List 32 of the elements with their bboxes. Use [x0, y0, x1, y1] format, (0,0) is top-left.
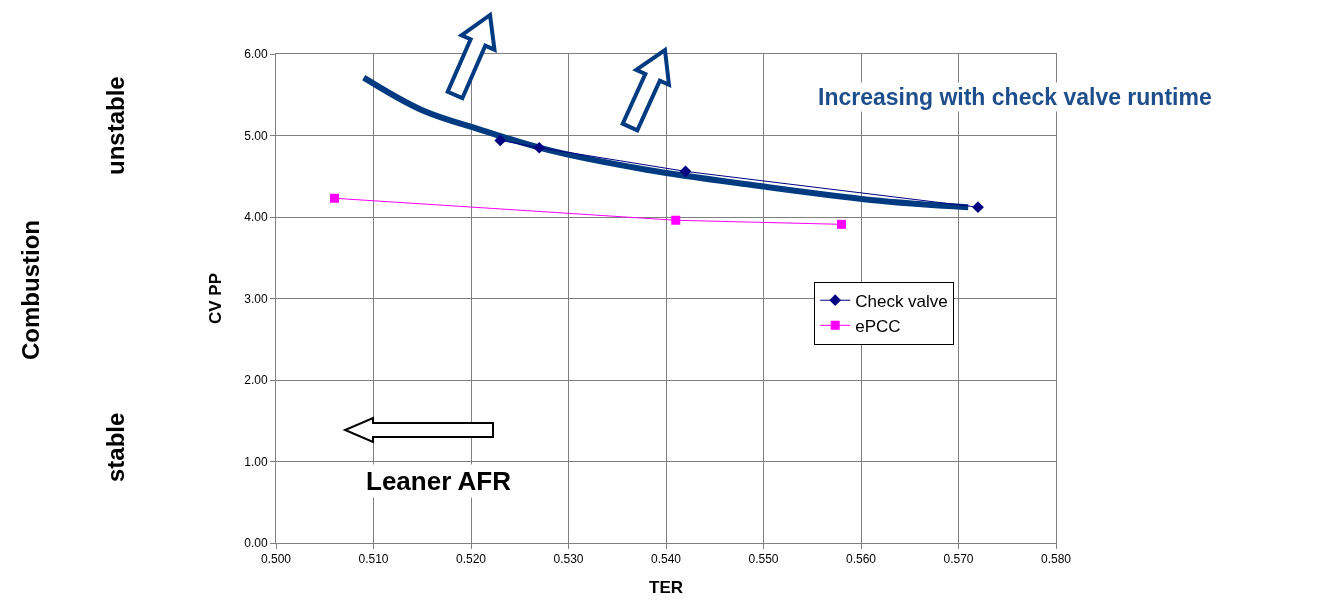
annotation: Leaner AFR [366, 466, 512, 496]
text: unstable [102, 76, 129, 175]
x-axis-title: TER [649, 577, 683, 597]
text: Combustion [17, 220, 44, 360]
x-tick-label: 0.560 [845, 552, 877, 567]
y-tick-label: 0.00 [244, 536, 268, 551]
point [972, 201, 984, 214]
x-tick-label: 0.520 [455, 552, 487, 567]
point [494, 134, 507, 147]
x-tick-label: 0.550 [748, 552, 779, 567]
point [679, 165, 692, 178]
y-tick-label: 1.00 [244, 454, 268, 469]
point [330, 193, 339, 203]
legend-label: ePCC [855, 316, 901, 336]
x-tick-label: 0.570 [943, 552, 974, 567]
y-tick-label: 3.00 [244, 291, 268, 306]
x-tick-label: 0.500 [260, 552, 292, 567]
point [533, 141, 546, 154]
annotation: Increasing with check valve runtime [818, 84, 1212, 110]
x-tick-label: 0.530 [553, 552, 584, 567]
y-tick-label: 6.00 [244, 47, 268, 62]
x-tick-label: 0.540 [650, 552, 682, 567]
y-axis-title: CV PP [205, 272, 225, 325]
legend-label: Check valve [855, 291, 948, 311]
text: stable [102, 412, 129, 482]
y-tick-label: 5.00 [244, 128, 268, 143]
x-tick-label: 0.510 [358, 552, 389, 567]
point [671, 215, 681, 225]
x-tick-label: 0.580 [1040, 552, 1072, 567]
point [837, 219, 846, 229]
y-tick-label: 4.00 [244, 210, 268, 225]
y-tick-label: 2.00 [244, 373, 268, 388]
